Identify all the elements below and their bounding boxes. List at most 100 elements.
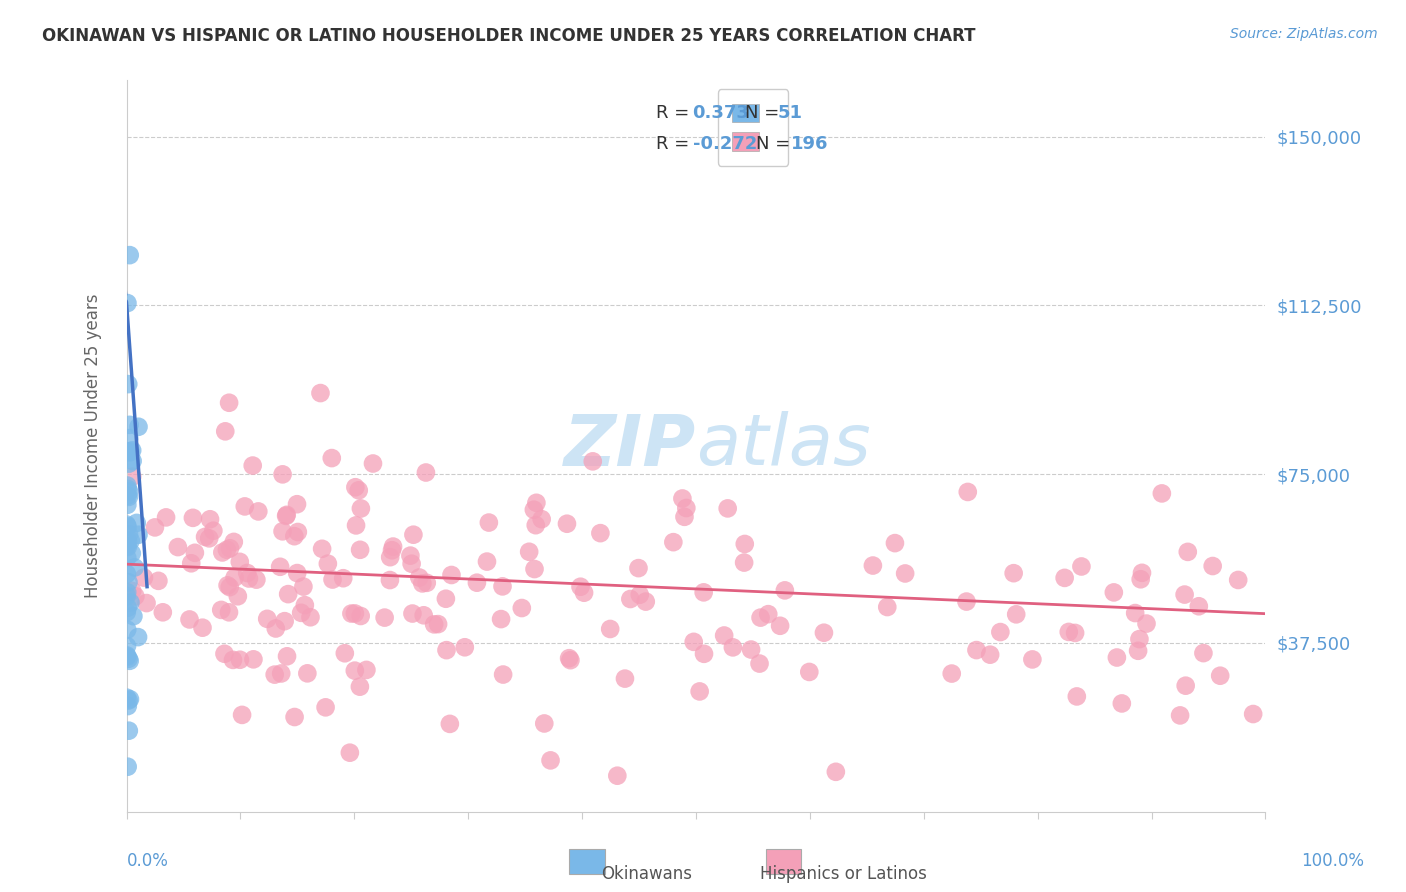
Point — [572, 585, 595, 599]
Point — [231, 707, 253, 722]
Point — [283, 529, 305, 543]
Point — [294, 598, 316, 612]
Point — [1241, 706, 1264, 721]
Point — [118, 692, 141, 706]
Point — [117, 498, 139, 512]
Text: 0.0%: 0.0% — [127, 852, 169, 870]
Point — [582, 454, 605, 468]
Point — [381, 543, 404, 558]
Point — [876, 600, 898, 615]
Text: 196: 196 — [790, 135, 828, 153]
Point — [1002, 566, 1025, 581]
Point — [956, 485, 979, 500]
Point — [347, 483, 370, 498]
Point — [416, 575, 439, 590]
Point — [152, 605, 174, 619]
Point — [606, 769, 628, 783]
Point — [555, 516, 578, 531]
Point — [236, 566, 259, 580]
Point — [713, 628, 735, 642]
Point — [125, 516, 148, 530]
Point — [1174, 679, 1197, 693]
Point — [277, 587, 299, 601]
Point — [344, 518, 367, 533]
Point — [118, 723, 141, 738]
Point — [721, 640, 744, 655]
Text: N =: N = — [756, 135, 796, 153]
Point — [628, 588, 651, 602]
Point — [401, 607, 423, 621]
Point — [209, 603, 232, 617]
Point — [316, 557, 339, 571]
Point — [411, 576, 433, 591]
Point — [1202, 559, 1225, 574]
Point — [613, 672, 636, 686]
Point — [408, 570, 430, 584]
Point — [118, 445, 141, 459]
Point — [333, 646, 356, 660]
Point — [117, 600, 139, 615]
Point — [127, 630, 149, 644]
Point — [1066, 690, 1088, 704]
Point — [540, 753, 562, 767]
Point — [523, 502, 546, 516]
Point — [740, 642, 762, 657]
Point — [894, 566, 917, 581]
Point — [439, 717, 461, 731]
Point — [1177, 545, 1199, 559]
Point — [118, 431, 141, 445]
Point — [285, 566, 308, 580]
Point — [412, 608, 434, 623]
Point — [436, 643, 458, 657]
Text: ZIP: ZIP — [564, 411, 696, 481]
Point — [1102, 585, 1125, 599]
Point — [321, 451, 343, 466]
Point — [256, 612, 278, 626]
Point — [1150, 486, 1173, 500]
Text: N =: N = — [745, 104, 785, 122]
Point — [124, 589, 146, 603]
Point — [184, 546, 207, 560]
Point — [1227, 573, 1250, 587]
Point — [276, 508, 298, 522]
Point — [115, 648, 138, 663]
Point — [1209, 669, 1232, 683]
Point — [271, 467, 294, 482]
Point — [219, 541, 242, 556]
Point — [689, 684, 711, 698]
Point — [311, 541, 333, 556]
Point — [215, 542, 238, 557]
Point — [1188, 599, 1211, 614]
Point — [350, 501, 373, 516]
Point — [1174, 588, 1197, 602]
Point — [117, 534, 139, 549]
Point — [115, 539, 138, 553]
Point — [117, 296, 139, 310]
Point — [402, 527, 425, 541]
Point — [269, 559, 291, 574]
Point — [194, 530, 217, 544]
Point — [599, 622, 621, 636]
Point — [181, 511, 204, 525]
Text: 0.373: 0.373 — [693, 104, 749, 122]
Point — [245, 573, 267, 587]
Point — [1021, 652, 1043, 666]
Point — [179, 612, 201, 626]
Point — [1111, 697, 1133, 711]
Point — [824, 764, 846, 779]
Point — [558, 651, 581, 665]
Point — [117, 489, 139, 503]
Point — [634, 594, 657, 608]
Point — [1105, 650, 1128, 665]
Point — [454, 640, 477, 655]
Point — [1005, 607, 1028, 622]
Bar — [766, 849, 801, 874]
Bar — [569, 849, 605, 874]
Point — [350, 609, 373, 624]
Point — [270, 666, 292, 681]
Point — [423, 617, 446, 632]
Point — [1053, 571, 1076, 585]
Text: Hispanics or Latinos: Hispanics or Latinos — [761, 865, 927, 883]
Point — [309, 386, 332, 401]
Point — [284, 710, 307, 724]
